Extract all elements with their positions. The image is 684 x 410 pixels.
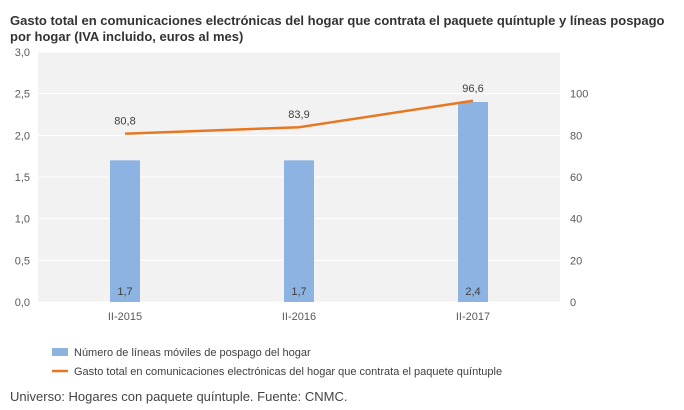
line-data-label: 80,8 <box>114 116 135 128</box>
y-right-tick-label: 20 <box>570 255 582 267</box>
source-note: Universo: Hogares con paquete quíntuple.… <box>10 389 348 404</box>
y-left-tick-label: 1,5 <box>15 172 30 184</box>
y-left-tick-label: 2,5 <box>15 89 30 101</box>
y-left-tick-label: 0,0 <box>15 297 30 309</box>
chart-title: Gasto total en comunicaciones electrónic… <box>10 13 665 44</box>
x-tick-label: II-2015 <box>108 311 142 323</box>
bar <box>110 160 140 302</box>
bar-data-label: 2,4 <box>465 286 480 298</box>
legend-label-bars: Número de líneas móviles de pospago del … <box>74 347 311 359</box>
legend: Número de líneas móviles de pospago del … <box>52 347 502 378</box>
y-right-tick-label: 0 <box>570 297 576 309</box>
line-data-label: 83,9 <box>288 109 309 121</box>
y-right-tick-label: 100 <box>570 89 588 101</box>
y-left-tick-label: 2,0 <box>15 130 30 142</box>
bar-data-label: 1,7 <box>117 286 132 298</box>
chart-marks: 1,7 1,7 2,4 80,8 83,9 96,6 <box>110 83 488 302</box>
x-tick-label: II-2017 <box>456 311 490 323</box>
y-right-tick-label: 40 <box>570 214 582 226</box>
combo-chart: 0,0 0,5 1,0 1,5 2,0 2,5 3,0 0 20 40 60 80 100 II-2015… <box>15 47 589 378</box>
y-left-tick-label: 1,0 <box>15 214 30 226</box>
line-data-label: 96,6 <box>462 83 483 95</box>
y-right-tick-label: 60 <box>570 172 582 184</box>
y-left-tick-label: 3,0 <box>15 47 30 59</box>
bar-data-label: 1,7 <box>291 286 306 298</box>
legend-label-line: Gasto total en comunicaciones electrónic… <box>74 366 502 378</box>
y-right-tick-label: 80 <box>570 130 582 142</box>
bar <box>458 102 488 302</box>
y-left-tick-label: 0,5 <box>15 255 30 267</box>
bar <box>284 160 314 302</box>
legend-swatch-bars <box>52 348 68 356</box>
line-series-path <box>124 99 474 135</box>
x-tick-label: II-2016 <box>282 311 316 323</box>
